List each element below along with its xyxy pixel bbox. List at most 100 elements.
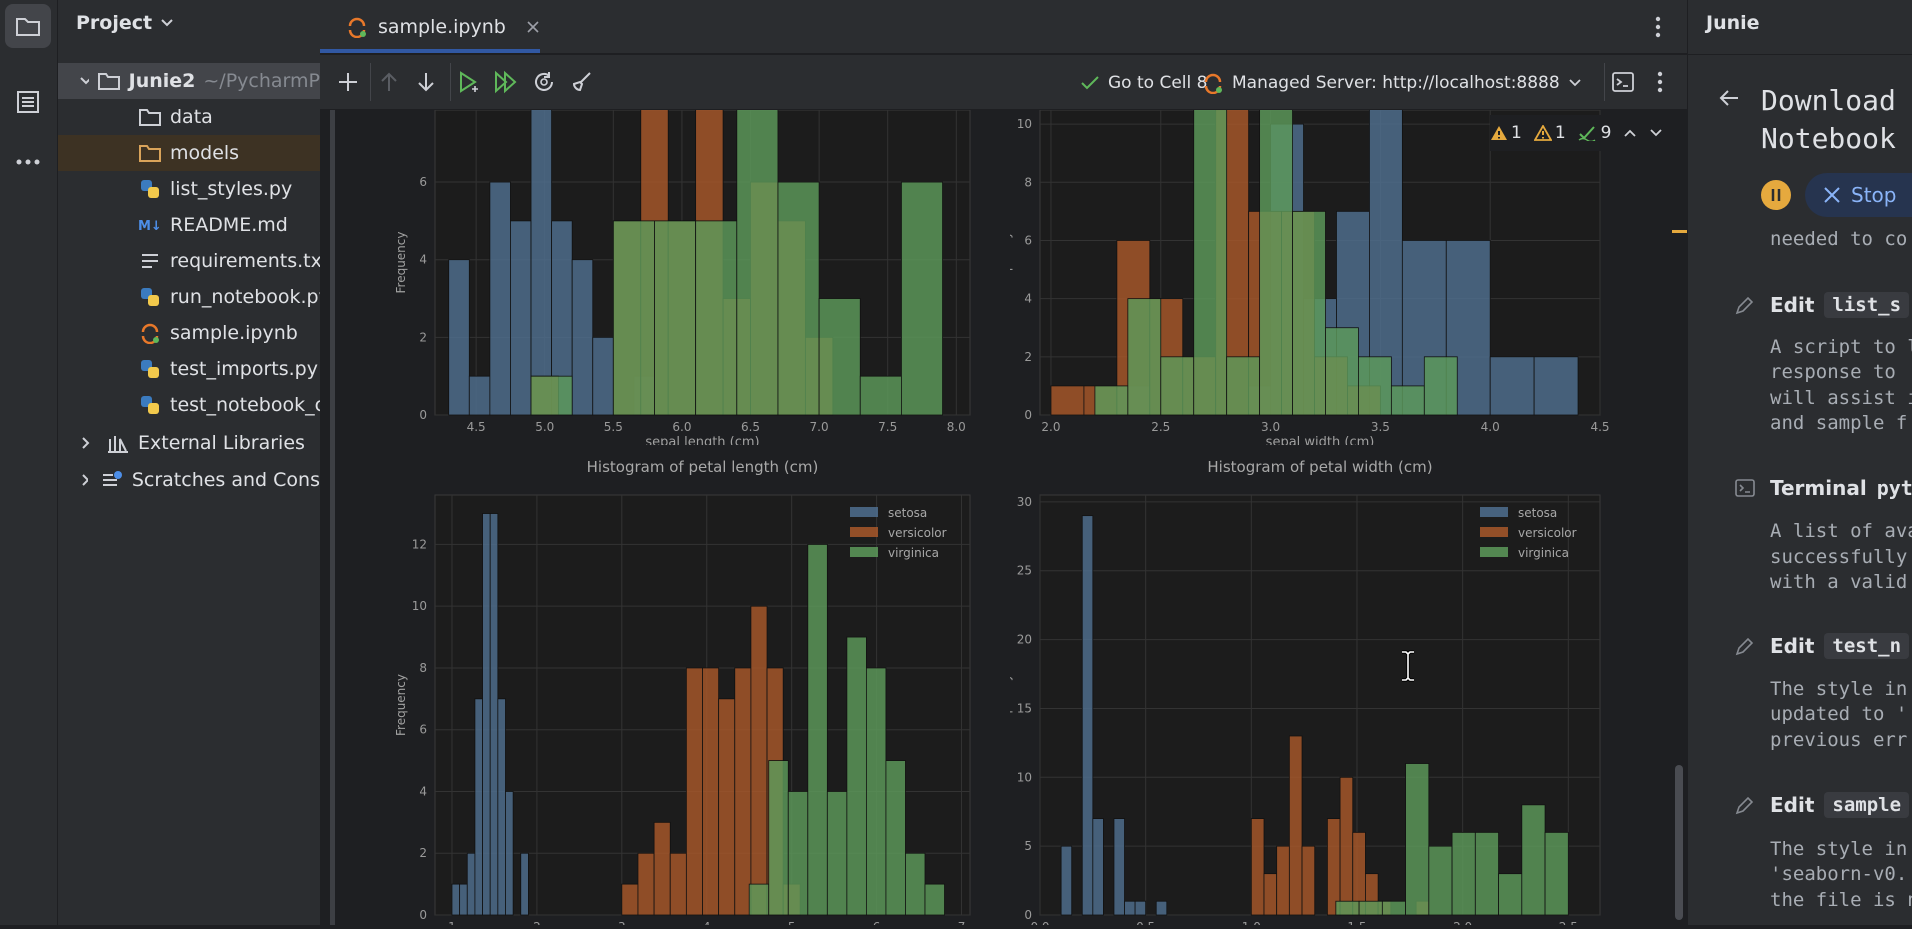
run-all-button[interactable] <box>488 63 524 101</box>
tree-item-test-imports[interactable]: test_imports.py <box>58 351 320 387</box>
tree-item-run-notebook[interactable]: run_notebook.py <box>58 279 320 315</box>
histogram-bar-versicolor <box>1326 818 1341 916</box>
x-tick-label: 5.0 <box>535 420 554 434</box>
x-tick-label: 4 <box>703 920 711 925</box>
y-tick-label: 0 <box>1024 908 1032 922</box>
clear-outputs-button[interactable] <box>564 63 600 101</box>
histogram-bar-setosa <box>1155 900 1168 916</box>
histogram-bar-virginica <box>1521 804 1546 916</box>
tree-item-readme[interactable]: M↓ README.md <box>58 207 320 243</box>
restart-kernel-button[interactable] <box>526 63 562 101</box>
histogram-bar-virginica <box>1390 385 1425 416</box>
histogram-bar-virginica <box>1498 873 1523 916</box>
chart-svg: 0 2 4 6 8 10 2.0 2.5 3.0 3.5 4.0 4.5 sepal width (cm… <box>999 7 1610 450</box>
close-icon[interactable] <box>526 20 540 34</box>
error-count-value: 1 <box>1511 123 1522 143</box>
project-title[interactable]: Project <box>76 12 174 34</box>
go-to-cell-button[interactable]: Go to Cell 8 <box>1080 55 1207 110</box>
notebook-file-icon <box>348 17 366 38</box>
chart-svg: 0 2 4 6 4.5 5.0 5.5 6.0 6.5 7.0 7.5 8.0 sepal length… <box>394 0 971 450</box>
legend-swatch-versicolor <box>1480 527 1508 537</box>
histogram-bar-setosa <box>505 791 514 916</box>
more-tools-button[interactable] <box>5 140 51 184</box>
junie-entry-edit-test-notebook[interactable]: Edit test_n <box>1770 633 1910 659</box>
x-tick-label: 2.5 <box>1559 920 1578 925</box>
pause-button[interactable] <box>1761 180 1791 210</box>
add-cell-button[interactable] <box>330 63 366 101</box>
inspection-widget[interactable]: 1 1 9 <box>1490 115 1685 151</box>
svg-text:M↓: M↓ <box>138 219 162 233</box>
back-arrow-icon[interactable] <box>1718 88 1740 108</box>
python-file-icon <box>138 285 162 309</box>
warning-stripe-marker[interactable] <box>1672 230 1694 233</box>
histogram-bar-virginica <box>1292 210 1326 416</box>
junie-text: A list of ava <box>1770 520 1912 542</box>
chevron-right-icon <box>82 437 90 449</box>
tree-item-models[interactable]: models <box>58 135 320 171</box>
junie-text: previous err <box>1770 729 1908 751</box>
tree-item-external-libraries[interactable]: External Libraries <box>58 425 320 461</box>
x-axis-label: sepal length (cm) <box>645 435 759 445</box>
tree-item-label: README.md <box>170 214 288 236</box>
notebook-file-icon <box>138 321 162 345</box>
terminal-icon <box>1611 72 1634 92</box>
entry-action: Edit <box>1770 634 1815 658</box>
histogram-bar-setosa <box>497 698 506 916</box>
histogram-bar-virginica <box>1127 298 1162 416</box>
legend-swatch-virginica <box>1480 547 1508 557</box>
histogram-bar-virginica <box>1381 900 1406 916</box>
legend-swatch-setosa <box>850 507 878 517</box>
chevron-down-icon <box>161 19 173 27</box>
server-selector[interactable]: Managed Server: http://localhost:8888 <box>1202 55 1582 110</box>
tree-root-junie2[interactable]: Junie2 ~/PycharmP <box>58 63 320 99</box>
x-tick-label: 0.5 <box>1136 920 1155 925</box>
toolbar-options-button[interactable] <box>1642 63 1678 101</box>
chevron-up-icon[interactable] <box>1623 128 1637 138</box>
junie-entry-terminal[interactable]: Terminal pyth <box>1770 476 1912 500</box>
project-tool-button[interactable] <box>5 4 51 48</box>
tree-item-test-notebook[interactable]: test_notebook_c <box>58 387 320 423</box>
edit-pencil-icon <box>1735 296 1754 315</box>
edit-pencil-icon <box>1735 637 1754 656</box>
y-tick-label: 20 <box>1017 633 1032 647</box>
histogram-bar-versicolor <box>1339 776 1354 916</box>
histogram-bar-versicolor <box>1250 818 1265 916</box>
tree-item-data[interactable]: data <box>58 99 320 135</box>
more-vertical-icon <box>1657 71 1663 93</box>
terminal-button[interactable] <box>1604 63 1640 101</box>
restart-icon <box>535 72 553 91</box>
tree-item-scratches[interactable]: Scratches and Cons <box>58 462 320 498</box>
warning-icon <box>1491 126 1507 140</box>
chevron-down-icon[interactable] <box>1649 128 1663 138</box>
structure-tool-button[interactable] <box>5 80 51 124</box>
tab-sample-ipynb[interactable]: sample.ipynb <box>334 0 552 54</box>
tab-options-button[interactable] <box>1648 14 1668 40</box>
stop-label: Stop <box>1851 183 1897 207</box>
tree-item-requirements[interactable]: requirements.txt <box>58 243 320 279</box>
move-cell-down-button[interactable] <box>408 63 444 101</box>
folder-icon <box>138 105 162 129</box>
run-cell-button[interactable] <box>450 63 486 101</box>
legend-swatch-virginica <box>850 547 878 557</box>
entry-action: Edit <box>1770 293 1815 317</box>
tree-item-label: models <box>170 142 240 164</box>
histogram-bar-versicolor <box>637 852 655 916</box>
tree-item-list-styles[interactable]: list_styles.py <box>58 171 320 207</box>
vertical-scrollbar[interactable] <box>1675 765 1683 920</box>
x-tick-label: 4.5 <box>1590 420 1609 434</box>
x-tick-label: 7.5 <box>878 420 897 434</box>
histogram-bar-setosa <box>468 375 491 416</box>
text-cursor-icon <box>1402 650 1414 682</box>
junie-entry-edit-list-styles[interactable]: Edit list_s <box>1770 292 1910 318</box>
junie-text: A script to l <box>1770 336 1912 358</box>
histogram-bar-setosa <box>1124 900 1136 916</box>
junie-entry-edit-sample[interactable]: Edit sample <box>1770 792 1910 818</box>
folder-icon <box>138 141 162 165</box>
stop-button[interactable]: Stop <box>1805 173 1912 217</box>
y-tick-label: 6 <box>419 175 427 189</box>
tree-item-sample-ipynb[interactable]: sample.ipynb <box>58 315 320 351</box>
move-cell-up-button[interactable] <box>370 63 406 101</box>
chart-title: Histogram of petal width (cm) <box>1207 458 1432 476</box>
histogram-bar-virginica <box>530 375 573 416</box>
y-tick-label: 2 <box>419 330 427 344</box>
